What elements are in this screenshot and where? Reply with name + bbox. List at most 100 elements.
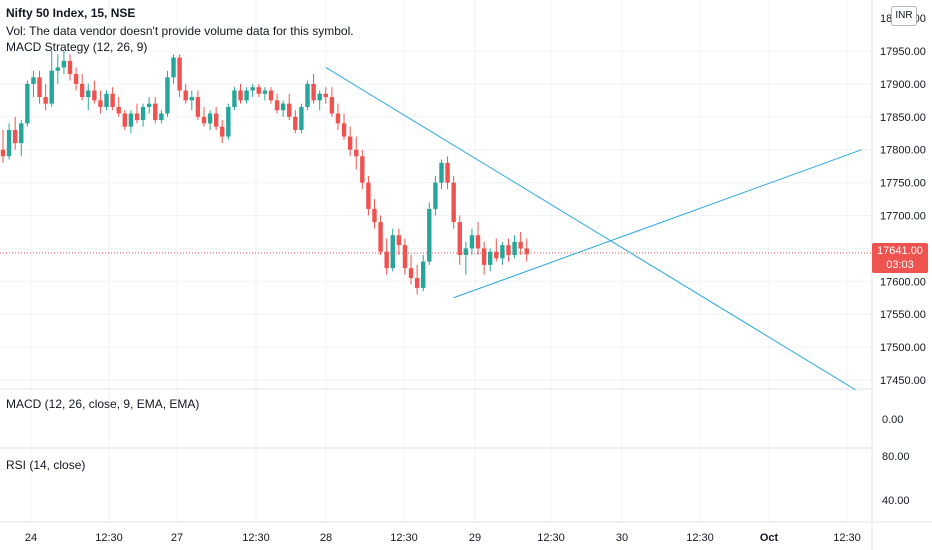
candle-down: [0, 149, 6, 157]
candles: [0, 51, 529, 295]
price-tick-label: 17950.00: [880, 46, 926, 58]
candle-down: [201, 116, 207, 124]
price-tick-label: 17550.00: [880, 309, 926, 321]
candle-up: [25, 83, 30, 124]
candle-down: [73, 74, 79, 84]
trendline: [453, 149, 862, 299]
candle-up: [488, 251, 493, 265]
candle-down: [347, 136, 353, 150]
candle-up: [463, 248, 469, 255]
rsi-tick-label: 40.00: [882, 495, 910, 507]
candle-up: [171, 57, 176, 78]
candle-up: [128, 113, 134, 127]
candle-down: [384, 251, 389, 269]
candle-down: [366, 182, 371, 209]
candle-up: [19, 123, 24, 144]
candle-up: [262, 90, 268, 94]
candle-down: [293, 116, 298, 130]
candle-up: [299, 106, 304, 130]
macd-tick-label: 0.00: [882, 414, 903, 426]
candle-down: [402, 245, 408, 269]
candle-down: [335, 113, 341, 124]
candle-up: [189, 97, 194, 101]
candle-up: [317, 93, 322, 101]
candle-down: [37, 77, 42, 98]
price-tick-label: 17850.00: [880, 112, 926, 124]
candle-down: [408, 268, 414, 279]
symbol-legend[interactable]: Nifty 50 Index, 15, NSE: [6, 6, 136, 20]
time-tick-label: 12:30: [390, 532, 418, 544]
candle-down: [256, 87, 261, 94]
candle-down: [475, 235, 481, 249]
candle-up: [159, 113, 164, 121]
price-tick-label: 17700.00: [880, 211, 926, 223]
candle-down: [354, 149, 359, 157]
candle-up: [421, 261, 426, 288]
candle-down: [457, 222, 462, 255]
candle-down: [287, 103, 292, 117]
price-tick-label: 17500.00: [880, 342, 926, 354]
time-tick-label: 28: [320, 532, 332, 544]
candle-down: [177, 57, 182, 91]
candle-down: [238, 90, 243, 101]
candle-down: [67, 60, 73, 75]
time-tick-label: 30: [616, 532, 628, 544]
candle-down: [92, 90, 97, 101]
candle-up: [250, 87, 255, 91]
candle-up: [61, 60, 67, 68]
candle-up: [140, 106, 146, 121]
candle-down: [213, 113, 219, 127]
candle-up: [104, 93, 109, 107]
grid-lines: [0, 0, 872, 522]
candle-up: [244, 90, 249, 101]
trendlines[interactable]: [325, 67, 862, 391]
candle-down: [396, 235, 402, 246]
candle-down: [195, 97, 201, 117]
candle-down: [311, 83, 316, 101]
candle-down: [134, 113, 140, 121]
candle-up: [232, 90, 237, 107]
candle-down: [220, 126, 225, 137]
candle-up: [439, 162, 444, 183]
candle-down: [445, 162, 450, 183]
price-tick-label: 17800.00: [880, 145, 926, 157]
candle-up: [280, 103, 286, 111]
currency-badge[interactable]: INR: [891, 6, 917, 26]
price-tick-label: 17750.00: [880, 178, 926, 190]
candle-down: [481, 248, 487, 265]
candle-up: [6, 129, 12, 157]
candle-down: [98, 100, 103, 107]
candle-up: [427, 208, 432, 262]
candle-up: [165, 77, 170, 114]
candle-up: [55, 67, 61, 71]
candle-down: [153, 103, 158, 121]
strategy-legend[interactable]: MACD Strategy (12, 26, 9): [6, 40, 148, 54]
rsi-legend[interactable]: RSI (14, close): [6, 458, 86, 472]
time-tick-label: 12:30: [242, 532, 270, 544]
current-price-tag: 17641.00 03:03: [872, 243, 928, 273]
candle-up: [207, 113, 213, 124]
time-tick-label: 12:30: [833, 532, 861, 544]
candle-down: [360, 156, 365, 183]
candle-down: [518, 241, 523, 249]
candle-down: [329, 97, 335, 114]
time-tick-label: 12:30: [686, 532, 714, 544]
candle-up: [500, 245, 505, 259]
candle-down: [183, 90, 188, 101]
volume-note: Vol: The data vendor doesn't provide vol…: [6, 24, 354, 38]
candle-down: [372, 208, 377, 223]
candle-down: [341, 123, 347, 137]
time-axis[interactable]: 24 12:30 27 12:30 28 12:30 29 12:30 30 12:30 Oct 12…: [25, 532, 861, 544]
trendline: [325, 67, 856, 391]
candle-down: [524, 248, 529, 255]
candle-up: [433, 182, 438, 209]
candle-up: [512, 241, 517, 255]
macd-legend[interactable]: MACD (12, 26, close, 9, EMA, EMA): [6, 397, 200, 411]
candle-down: [378, 222, 383, 252]
price-tick-label: 17900.00: [880, 79, 926, 91]
candle-up: [31, 77, 36, 84]
candle-down: [451, 182, 456, 223]
candle-down: [323, 93, 328, 98]
